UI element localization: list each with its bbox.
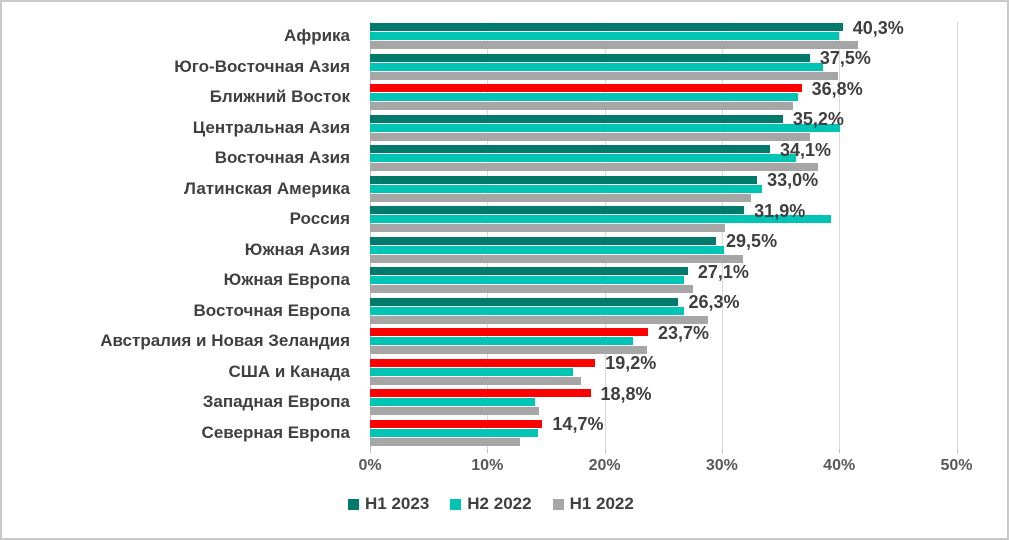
axis-tick-mark [487, 449, 489, 453]
bar-h1-2023 [370, 84, 802, 92]
zero-axis-line [370, 22, 371, 449]
bar-h1-2023 [370, 145, 770, 153]
axis-tick-label: 50% [940, 457, 973, 474]
legend-label: H1 2023 [365, 494, 430, 513]
bar-h2-2022 [370, 93, 799, 101]
legend-item: H1 2022 [552, 494, 634, 514]
legend-swatch-h1-2023 [348, 498, 359, 510]
axis-tick-label: 10% [471, 457, 504, 474]
data-label: 29,5% [726, 231, 778, 252]
data-label: 36,8% [811, 78, 863, 99]
category-label: Латинская Америка [183, 178, 350, 198]
bar-h1-2022 [370, 407, 539, 415]
bar-h2-2022 [370, 32, 840, 40]
data-label: 37,5% [819, 48, 871, 69]
bar-h1-2023 [370, 267, 688, 275]
bar-h2-2022 [370, 306, 685, 315]
bar-h2-2022 [370, 184, 762, 193]
grid-line [487, 22, 489, 449]
bar-h1-2023 [370, 297, 679, 306]
axis-tick-label: 0% [358, 457, 382, 474]
data-label: 34,1% [779, 139, 832, 160]
bar-h2-2022 [370, 123, 841, 132]
bar-h1-2022 [370, 254, 743, 263]
bar-h1-2023 [370, 358, 596, 367]
axis-tick-label: 20% [588, 457, 621, 474]
axis-tick-mark [956, 449, 958, 453]
data-label: 33,0% [767, 170, 819, 191]
bar-h1-2022 [370, 71, 839, 80]
category-label: Восточная Азия [214, 148, 350, 167]
data-label: 23,7% [658, 322, 710, 343]
bar-h1-2023 [370, 175, 758, 184]
bar-h1-2022 [370, 41, 858, 49]
axis-tick-mark [721, 449, 723, 453]
axis-tick-mark [370, 449, 371, 453]
axis-tick-label: 40% [823, 457, 856, 474]
category-label: Африка [284, 26, 350, 45]
bar-h1-2022 [370, 376, 582, 385]
data-label: 14,7% [552, 414, 604, 435]
data-label: 26,3% [688, 292, 740, 313]
grid-line [604, 22, 606, 449]
bar-h1-2022 [370, 315, 708, 324]
data-label: 31,9% [754, 200, 806, 221]
bar-h2-2022 [370, 276, 685, 284]
data-label: 40,3% [852, 17, 904, 38]
bar-h2-2022 [370, 215, 831, 223]
category-label: Северная Европа [201, 422, 350, 442]
category-label: Юго-Восточная Азия [174, 56, 350, 76]
bar-h2-2022 [370, 367, 573, 376]
bar-h1-2022 [370, 163, 819, 171]
category-label: Южная Европа [223, 270, 350, 289]
bar-h1-2023 [370, 206, 745, 214]
bar-h2-2022 [370, 62, 823, 71]
bar-h1-2022 [370, 102, 794, 110]
bar-h1-2022 [370, 224, 726, 232]
legend-label: H2 2022 [467, 494, 532, 513]
bar-h2-2022 [370, 245, 725, 254]
legend: H1 2023 H2 2022 H1 2022 [348, 494, 634, 514]
bar-h1-2022 [370, 193, 752, 202]
category-label: Восточная Европа [193, 300, 350, 320]
category-label: Ближний Восток [209, 87, 350, 106]
grid-line [721, 22, 723, 449]
data-label: 18,8% [600, 383, 652, 404]
grid-line [956, 22, 958, 449]
category-label: Россия [289, 209, 350, 228]
bar-h1-2022 [370, 285, 693, 293]
bar-h2-2022 [370, 337, 633, 345]
category-label: Австралия и Новая Зеландия [100, 331, 350, 350]
bar-h1-2023 [370, 236, 717, 245]
category-label: США и Канада [228, 361, 350, 381]
bar-h1-2023 [370, 328, 648, 336]
bar-h1-2023 [370, 23, 843, 31]
legend-item: H1 2023 [348, 494, 429, 514]
legend-swatch-h1-2022 [552, 498, 564, 510]
axis-tick-mark [604, 449, 606, 453]
category-label: Южная Азия [244, 239, 350, 259]
axis-tick-mark [839, 449, 841, 453]
category-label: Западная Европа [202, 392, 350, 411]
data-label: 35,2% [792, 109, 844, 130]
bar-h1-2022 [370, 346, 647, 354]
legend-label: H1 2022 [569, 494, 634, 513]
data-label: 27,1% [697, 261, 749, 282]
category-label: Центральная Азия [192, 117, 350, 137]
bar-h1-2022 [370, 437, 521, 446]
bar-h1-2022 [370, 132, 810, 141]
bar-h1-2023 [370, 114, 783, 123]
bar-h2-2022 [370, 154, 796, 162]
bar-h1-2023 [370, 389, 591, 397]
legend-item: H2 2022 [450, 494, 532, 514]
bar-h1-2023 [370, 53, 810, 62]
axis-tick-label: 30% [705, 457, 738, 474]
data-label: 19,2% [605, 353, 657, 374]
bar-h2-2022 [370, 398, 536, 406]
bar-h1-2023 [370, 419, 543, 428]
legend-swatch-h2-2022 [450, 498, 462, 510]
bar-h2-2022 [370, 428, 538, 437]
grid-line [839, 22, 841, 449]
